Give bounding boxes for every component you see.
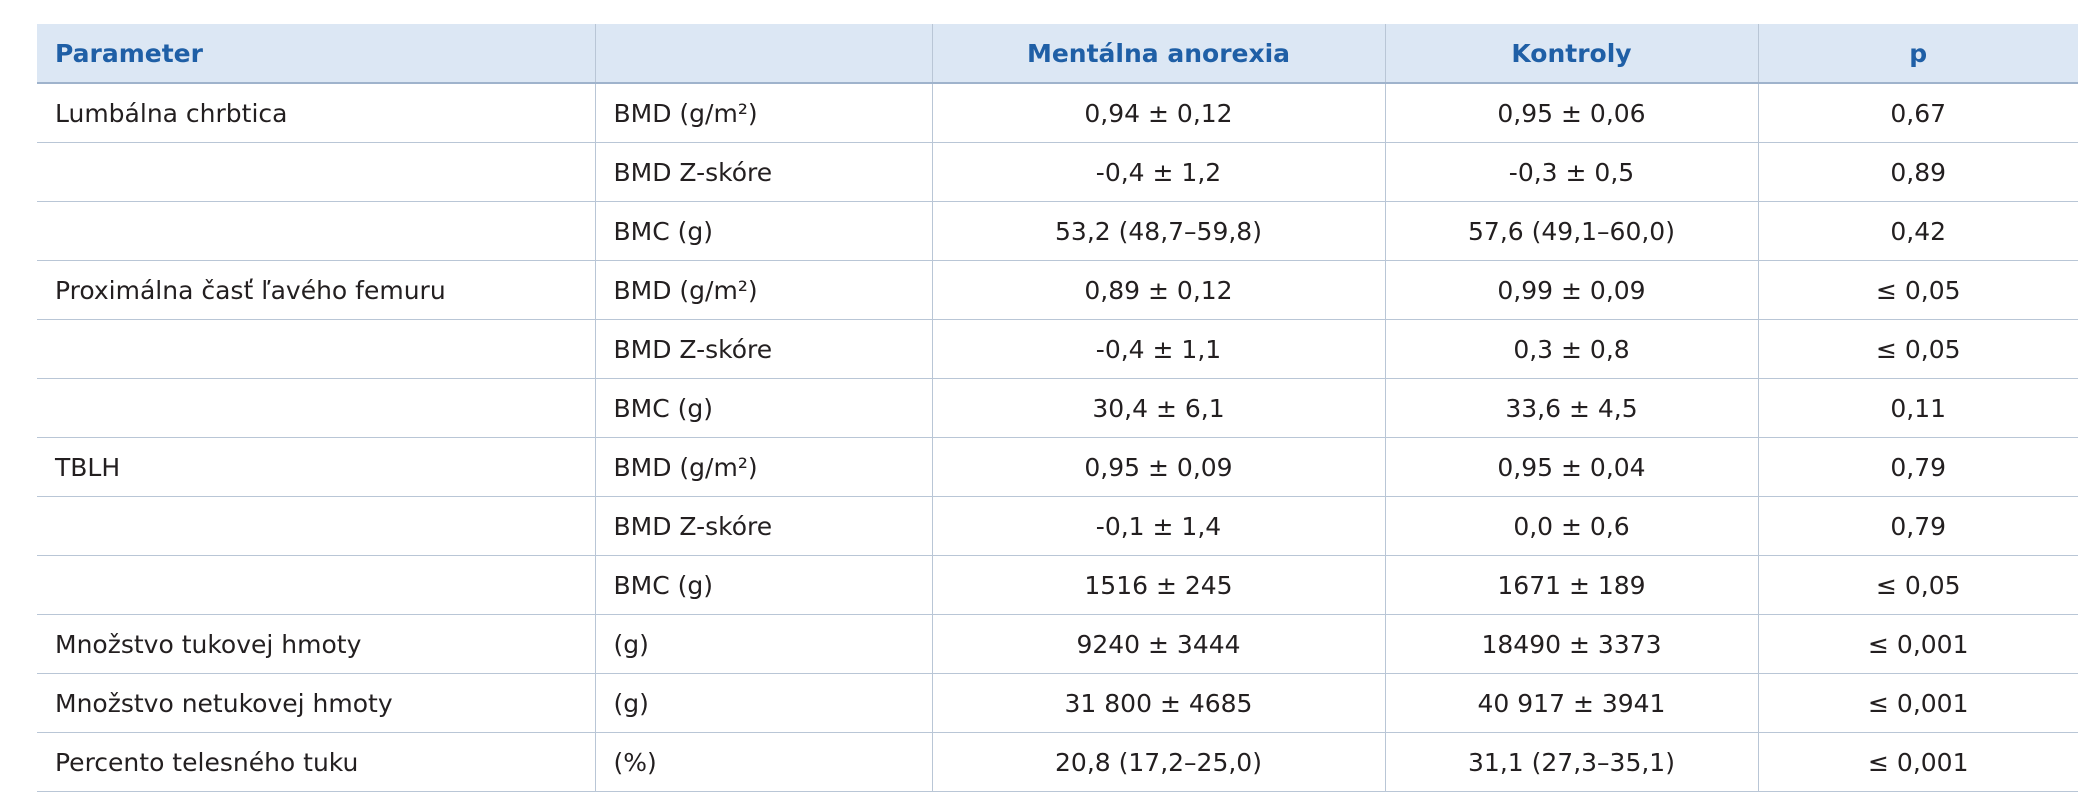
cell-anorexia: 0,94 ± 0,12 — [932, 83, 1386, 143]
cell-p: ≤ 0,05 — [1758, 260, 2078, 320]
header-cell: Mentálna anorexia — [932, 24, 1386, 84]
cell-measure: (g) — [595, 614, 933, 674]
cell-controls: 0,95 ± 0,06 — [1385, 83, 1759, 143]
cell-p: ≤ 0,001 — [1758, 614, 2078, 674]
cell-controls: 40 917 ± 3941 — [1385, 673, 1759, 733]
table-row: BMC (g) 30,4 ± 6,1 33,6 ± 4,5 0,11 — [37, 378, 2078, 438]
header-cell — [595, 24, 933, 84]
cell-measure: BMD Z-skóre — [595, 496, 933, 556]
cell-controls: 57,6 (49,1–60,0) — [1385, 201, 1759, 261]
cell-anorexia: 53,2 (48,7–59,8) — [932, 201, 1386, 261]
cell-measure: BMC (g) — [595, 555, 933, 615]
cell-anorexia: -0,1 ± 1,4 — [932, 496, 1386, 556]
cell-measure: (g) — [595, 673, 933, 733]
cell-anorexia: -0,4 ± 1,1 — [932, 319, 1386, 379]
header-cell: p — [1758, 24, 2078, 84]
cell-measure: BMD (g/m²) — [595, 260, 933, 320]
cell-anorexia: 0,89 ± 0,12 — [932, 260, 1386, 320]
cell-anorexia: -0,4 ± 1,2 — [932, 142, 1386, 202]
table-row: BMD Z-skóre -0,4 ± 1,1 0,3 ± 0,8 ≤ 0,05 — [37, 319, 2078, 379]
cell-measure: BMD (g/m²) — [595, 437, 933, 497]
cell-parameter: Množstvo netukovej hmoty — [37, 673, 596, 733]
cell-p: 0,79 — [1758, 496, 2078, 556]
cell-anorexia: 0,95 ± 0,09 — [932, 437, 1386, 497]
cell-controls: 18490 ± 3373 — [1385, 614, 1759, 674]
cell-controls: 33,6 ± 4,5 — [1385, 378, 1759, 438]
cell-controls: 0,0 ± 0,6 — [1385, 496, 1759, 556]
cell-controls: -0,3 ± 0,5 — [1385, 142, 1759, 202]
cell-p: ≤ 0,001 — [1758, 673, 2078, 733]
cell-measure: BMD (g/m²) — [595, 83, 933, 143]
cell-parameter — [37, 555, 596, 615]
cell-measure: BMC (g) — [595, 201, 933, 261]
cell-p: 0,11 — [1758, 378, 2078, 438]
cell-p: ≤ 0,05 — [1758, 555, 2078, 615]
cell-controls: 31,1 (27,3–35,1) — [1385, 732, 1759, 792]
cell-p: ≤ 0,05 — [1758, 319, 2078, 379]
cell-parameter — [37, 378, 596, 438]
table-body: Lumbálna chrbtica BMD (g/m²) 0,94 ± 0,12 0,… — [37, 83, 2078, 792]
cell-parameter — [37, 319, 596, 379]
cell-p: 0,79 — [1758, 437, 2078, 497]
cell-anorexia: 20,8 (17,2–25,0) — [932, 732, 1386, 792]
cell-controls: 0,3 ± 0,8 — [1385, 319, 1759, 379]
cell-measure: (%) — [595, 732, 933, 792]
cell-controls: 0,99 ± 0,09 — [1385, 260, 1759, 320]
table-row: Percento telesného tuku (%) 20,8 (17,2–25,… — [37, 732, 2078, 792]
cell-anorexia: 30,4 ± 6,1 — [932, 378, 1386, 438]
cell-parameter — [37, 201, 596, 261]
cell-controls: 0,95 ± 0,04 — [1385, 437, 1759, 497]
table-row: Proximálna časť ľavého femuru BMD (g/m²) 0… — [37, 260, 2078, 320]
cell-anorexia: 31 800 ± 4685 — [932, 673, 1386, 733]
cell-anorexia: 1516 ± 245 — [932, 555, 1386, 615]
cell-anorexia: 9240 ± 3444 — [932, 614, 1386, 674]
cell-p: 0,67 — [1758, 83, 2078, 143]
table-row: BMD Z-skóre -0,4 ± 1,2 -0,3 ± 0,5 0,89 — [37, 142, 2078, 202]
table-row: BMC (g) 53,2 (48,7–59,8) 57,6 (49,1–60,0) 0… — [37, 201, 2078, 261]
table-header: Parameter Mentálna anorexia Kontroly p — [37, 24, 2078, 84]
table-row: BMD Z-skóre -0,1 ± 1,4 0,0 ± 0,6 0,79 — [37, 496, 2078, 556]
cell-parameter — [37, 142, 596, 202]
cell-measure: BMC (g) — [595, 378, 933, 438]
header-cell: Parameter — [37, 24, 596, 84]
cell-parameter: Lumbálna chrbtica — [37, 83, 596, 143]
cell-measure: BMD Z-skóre — [595, 142, 933, 202]
table-row: Lumbálna chrbtica BMD (g/m²) 0,94 ± 0,12 0,… — [37, 83, 2078, 143]
table-row: BMC (g) 1516 ± 245 1671 ± 189 ≤ 0,05 — [37, 555, 2078, 615]
header-row: Parameter Mentálna anorexia Kontroly p — [37, 24, 2078, 84]
cell-measure: BMD Z-skóre — [595, 319, 933, 379]
results-table: Parameter Mentálna anorexia Kontroly p Lumb… — [37, 24, 2078, 792]
cell-p: 0,42 — [1758, 201, 2078, 261]
table-row: Množstvo netukovej hmoty (g) 31 800 ± 4685… — [37, 673, 2078, 733]
table-row: Množstvo tukovej hmoty (g) 9240 ± 3444 1849… — [37, 614, 2078, 674]
cell-controls: 1671 ± 189 — [1385, 555, 1759, 615]
cell-parameter — [37, 496, 596, 556]
cell-parameter: Množstvo tukovej hmoty — [37, 614, 596, 674]
cell-parameter: TBLH — [37, 437, 596, 497]
cell-parameter: Percento telesného tuku — [37, 732, 596, 792]
header-cell: Kontroly — [1385, 24, 1759, 84]
table-row: TBLH BMD (g/m²) 0,95 ± 0,09 0,95 ± 0,04 0,79 — [37, 437, 2078, 497]
cell-p: ≤ 0,001 — [1758, 732, 2078, 792]
cell-parameter: Proximálna časť ľavého femuru — [37, 260, 596, 320]
cell-p: 0,89 — [1758, 142, 2078, 202]
